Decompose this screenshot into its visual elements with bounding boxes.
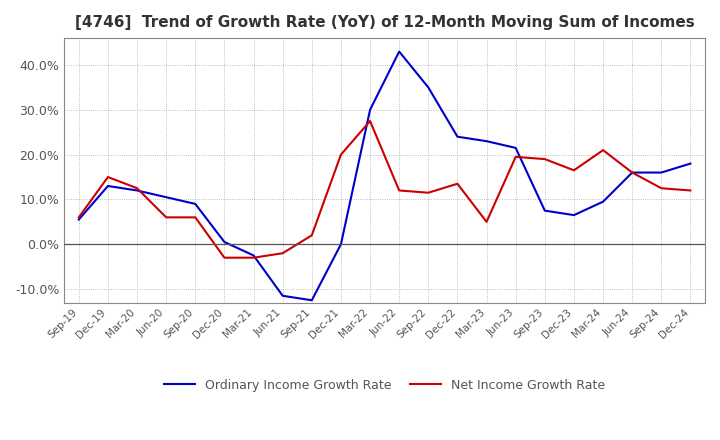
Net Income Growth Rate	[337, 152, 346, 157]
Net Income Growth Rate	[191, 215, 199, 220]
Net Income Growth Rate	[220, 255, 229, 260]
Ordinary Income Growth Rate	[511, 145, 520, 150]
Ordinary Income Growth Rate	[657, 170, 665, 175]
Net Income Growth Rate	[74, 215, 83, 220]
Ordinary Income Growth Rate	[337, 242, 346, 247]
Ordinary Income Growth Rate	[424, 85, 433, 90]
Net Income Growth Rate	[511, 154, 520, 160]
Ordinary Income Growth Rate	[249, 253, 258, 258]
Line: Net Income Growth Rate: Net Income Growth Rate	[78, 121, 690, 258]
Ordinary Income Growth Rate	[482, 139, 491, 144]
Net Income Growth Rate	[599, 147, 608, 153]
Ordinary Income Growth Rate	[599, 199, 608, 204]
Ordinary Income Growth Rate	[74, 217, 83, 222]
Ordinary Income Growth Rate	[628, 170, 636, 175]
Legend: Ordinary Income Growth Rate, Net Income Growth Rate: Ordinary Income Growth Rate, Net Income …	[158, 374, 611, 397]
Net Income Growth Rate	[395, 188, 403, 193]
Ordinary Income Growth Rate	[541, 208, 549, 213]
Net Income Growth Rate	[279, 250, 287, 256]
Ordinary Income Growth Rate	[220, 239, 229, 245]
Ordinary Income Growth Rate	[132, 188, 141, 193]
Net Income Growth Rate	[570, 168, 578, 173]
Line: Ordinary Income Growth Rate: Ordinary Income Growth Rate	[78, 51, 690, 300]
Net Income Growth Rate	[307, 233, 316, 238]
Ordinary Income Growth Rate	[570, 213, 578, 218]
Title: [4746]  Trend of Growth Rate (YoY) of 12-Month Moving Sum of Incomes: [4746] Trend of Growth Rate (YoY) of 12-…	[75, 15, 695, 30]
Net Income Growth Rate	[104, 174, 112, 180]
Net Income Growth Rate	[249, 255, 258, 260]
Ordinary Income Growth Rate	[162, 194, 171, 200]
Net Income Growth Rate	[162, 215, 171, 220]
Ordinary Income Growth Rate	[191, 201, 199, 206]
Ordinary Income Growth Rate	[395, 49, 403, 54]
Net Income Growth Rate	[628, 170, 636, 175]
Ordinary Income Growth Rate	[453, 134, 462, 139]
Ordinary Income Growth Rate	[279, 293, 287, 298]
Net Income Growth Rate	[366, 118, 374, 124]
Net Income Growth Rate	[453, 181, 462, 187]
Ordinary Income Growth Rate	[307, 297, 316, 303]
Net Income Growth Rate	[482, 219, 491, 224]
Ordinary Income Growth Rate	[366, 107, 374, 113]
Net Income Growth Rate	[686, 188, 695, 193]
Net Income Growth Rate	[424, 190, 433, 195]
Net Income Growth Rate	[132, 186, 141, 191]
Net Income Growth Rate	[541, 157, 549, 162]
Ordinary Income Growth Rate	[686, 161, 695, 166]
Net Income Growth Rate	[657, 186, 665, 191]
Ordinary Income Growth Rate	[104, 183, 112, 189]
